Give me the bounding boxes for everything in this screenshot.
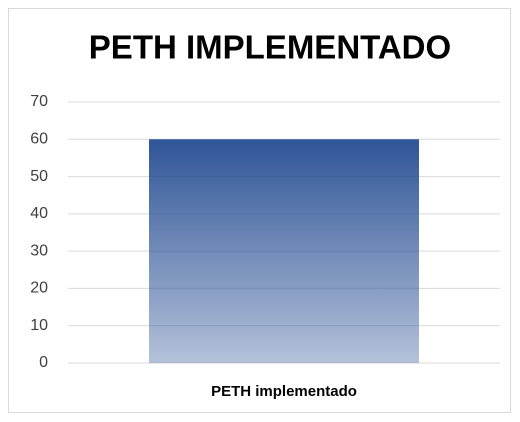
y-tick-label: 20 [30,280,48,297]
y-tick-label: 10 [30,317,48,334]
y-tick-label: 30 [30,242,48,259]
y-tick-label: 0 [39,354,48,371]
bar [149,139,419,363]
y-tick-label: 50 [30,168,48,185]
x-tick-label: PETH implementado [211,383,357,400]
y-tick-label: 70 [30,93,48,110]
y-tick-label: 60 [30,131,48,148]
y-tick-label: 40 [30,205,48,222]
chart-title: PETH IMPLEMENTADO [89,29,451,66]
